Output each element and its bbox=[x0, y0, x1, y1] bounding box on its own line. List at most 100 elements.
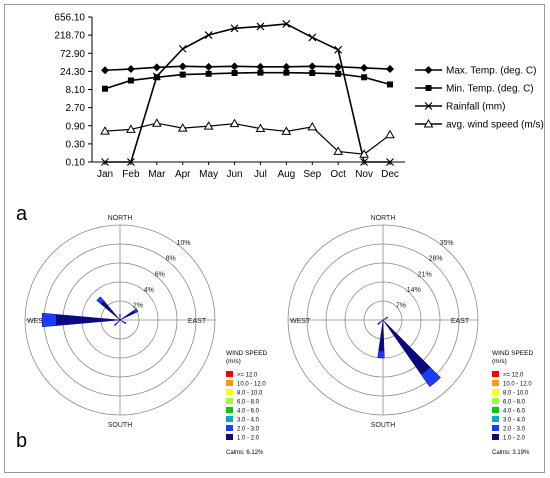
petal-outer bbox=[96, 296, 105, 305]
data-point bbox=[360, 158, 369, 166]
data-point bbox=[386, 65, 394, 74]
y-tick-label: 218.70 bbox=[54, 31, 85, 42]
legend-color-box bbox=[492, 407, 499, 413]
direction-north: NORTH bbox=[108, 215, 133, 222]
x-tick-label: Feb bbox=[122, 169, 140, 180]
direction-east: EAST bbox=[451, 318, 470, 325]
petal-outer bbox=[119, 314, 121, 316]
petal-inner bbox=[119, 319, 126, 324]
legend-color-box bbox=[492, 434, 499, 440]
data-point bbox=[361, 74, 368, 81]
legend-range-label: 10.0 - 12.0 bbox=[237, 382, 266, 388]
petal-inner bbox=[55, 314, 121, 326]
petal-outer bbox=[124, 321, 127, 325]
data-point bbox=[360, 63, 369, 72]
legend-color-box bbox=[492, 380, 499, 386]
ring-label: 28% bbox=[429, 256, 443, 263]
petal-inner bbox=[119, 310, 136, 321]
data-point bbox=[179, 71, 186, 78]
data-point bbox=[335, 70, 342, 77]
x-tick-label: Nov bbox=[355, 169, 373, 180]
legend-marker bbox=[424, 66, 433, 74]
series-line bbox=[105, 23, 390, 163]
x-tick-label: Mar bbox=[148, 169, 166, 180]
data-point bbox=[385, 129, 395, 139]
legend-title: WIND SPEED (m/s) bbox=[226, 350, 267, 365]
x-tick-label: Dec bbox=[381, 169, 399, 180]
wind-rose-1: 2% 4% 6% 8% 10% NORTH EAST SOUTH WEST bbox=[24, 215, 216, 429]
y-tick-label: 0.10 bbox=[66, 158, 86, 169]
data-point bbox=[282, 20, 291, 28]
data-point bbox=[386, 158, 394, 166]
legend-range-label: 2.0 - 3.0 bbox=[237, 427, 260, 433]
data-point bbox=[126, 124, 136, 133]
data-point bbox=[101, 158, 109, 166]
x-tick-label: Jun bbox=[226, 169, 242, 180]
x-tick-label: Sep bbox=[303, 169, 321, 180]
series-line bbox=[104, 71, 391, 90]
direction-east: EAST bbox=[188, 318, 207, 325]
ring-label: 6% bbox=[155, 271, 165, 278]
y-tick-label: 24.30 bbox=[60, 67, 85, 78]
data-point bbox=[387, 81, 393, 88]
data-point bbox=[230, 62, 239, 71]
wind-rose-2: 7% 14% 21% 28% 35% NORTH EAST SOUTH WEST bbox=[287, 215, 479, 429]
x-tick-label: Jul bbox=[254, 169, 267, 180]
data-point bbox=[307, 121, 318, 131]
legend-color-box bbox=[492, 398, 499, 404]
calms-label: Calms: 6.12% bbox=[226, 450, 264, 456]
petal-outer bbox=[41, 312, 57, 328]
direction-south: SOUTH bbox=[371, 422, 396, 429]
legend-color-box bbox=[226, 407, 233, 413]
data-point bbox=[256, 22, 265, 31]
legend-color-box bbox=[492, 371, 499, 377]
data-point bbox=[334, 45, 343, 54]
data-point bbox=[282, 62, 291, 71]
legend-range-label: 3.0 - 4.0 bbox=[237, 418, 260, 424]
legend-label: Min. Temp. (deg. C) bbox=[446, 84, 534, 95]
legend-color-box bbox=[226, 425, 233, 431]
series-triangle bbox=[100, 118, 395, 158]
legend-color-box bbox=[226, 416, 233, 422]
direction-north: NORTH bbox=[371, 215, 396, 222]
legend-color-box bbox=[492, 416, 499, 422]
petal-outer bbox=[386, 316, 389, 319]
series-line bbox=[104, 65, 391, 72]
ring-label: 14% bbox=[407, 287, 421, 294]
data-point bbox=[229, 118, 240, 128]
petal-inner bbox=[382, 319, 431, 376]
legend-range-label: 3.0 - 4.0 bbox=[503, 418, 526, 424]
data-point bbox=[257, 69, 264, 76]
legend-title: WIND SPEED (m/s) bbox=[492, 350, 533, 365]
legend-color-box bbox=[226, 434, 233, 440]
ring-label: 10% bbox=[176, 240, 190, 247]
petal-outer bbox=[377, 322, 380, 326]
data-point bbox=[101, 66, 109, 75]
series-line bbox=[104, 122, 391, 155]
data-point bbox=[359, 149, 369, 158]
x-tick-label: May bbox=[199, 169, 218, 180]
petal-inner bbox=[378, 319, 385, 352]
data-point bbox=[178, 62, 187, 71]
direction-west: WEST bbox=[27, 318, 48, 325]
legend-color-box bbox=[492, 425, 499, 431]
data-point bbox=[102, 85, 108, 92]
data-point bbox=[334, 62, 343, 71]
x-tick-label: Apr bbox=[175, 169, 191, 180]
data-point bbox=[230, 24, 239, 33]
legend-color-box bbox=[492, 389, 499, 395]
legend-range-label: 1.0 - 2.0 bbox=[503, 436, 526, 442]
panel-label-b: b bbox=[16, 430, 27, 452]
ring-label: 8% bbox=[166, 256, 176, 263]
data-point bbox=[231, 70, 238, 77]
data-point bbox=[281, 126, 292, 135]
data-point bbox=[308, 33, 317, 42]
data-point bbox=[127, 77, 134, 84]
legend-range-label: 2.0 - 3.0 bbox=[503, 427, 526, 433]
legend-marker bbox=[424, 102, 433, 110]
data-point bbox=[178, 44, 187, 53]
legend-color-box bbox=[226, 389, 233, 395]
data-point bbox=[126, 158, 135, 166]
series-x bbox=[101, 20, 394, 166]
petal-outer bbox=[133, 308, 139, 314]
